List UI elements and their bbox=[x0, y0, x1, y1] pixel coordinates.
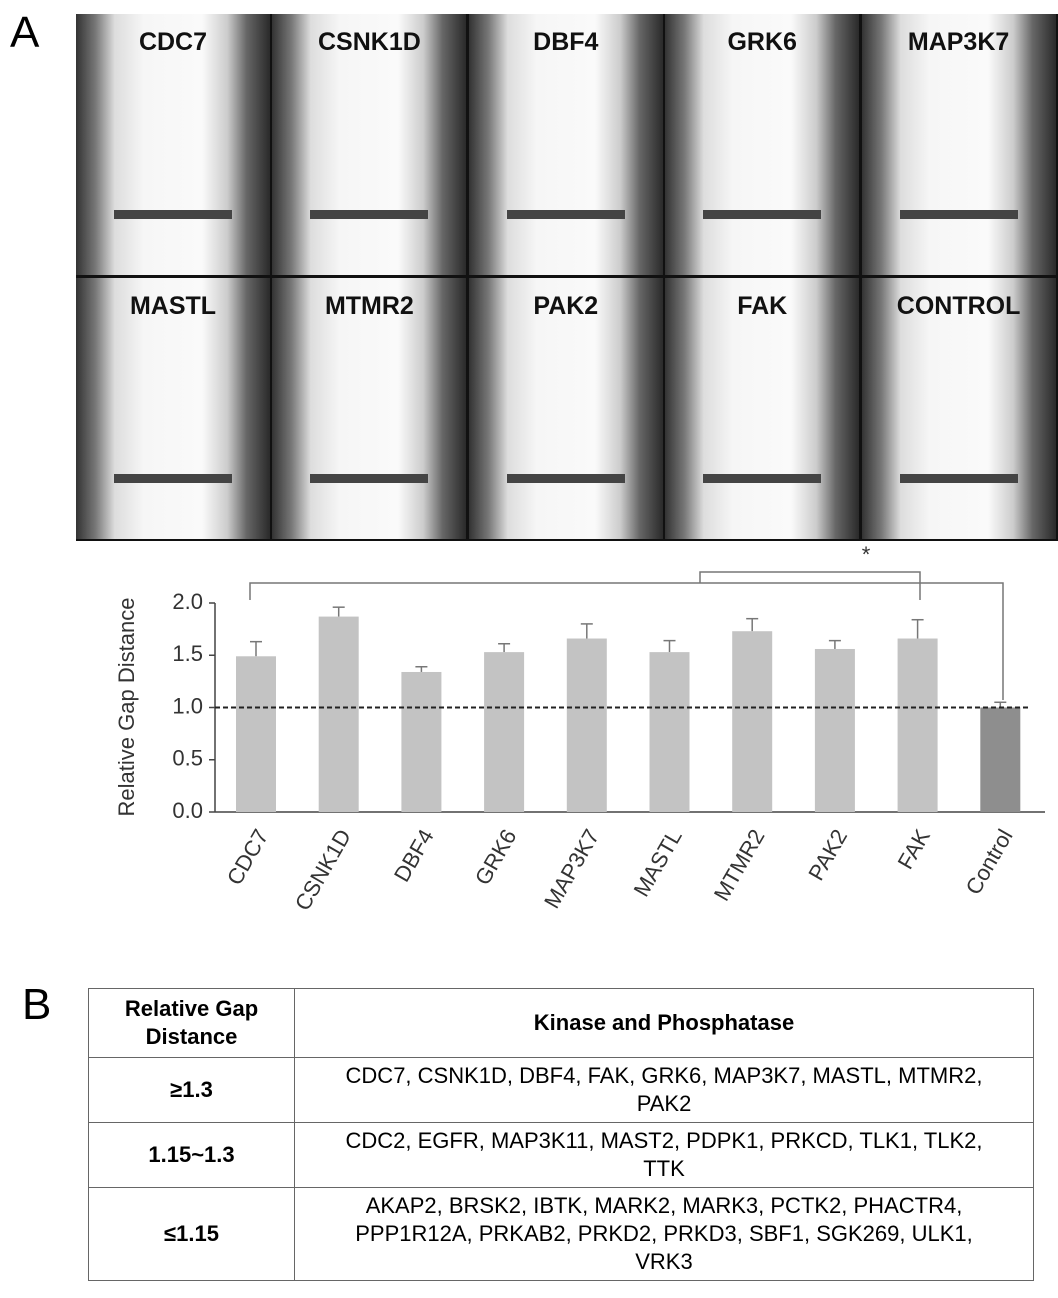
table-cell: 1.15~1.3 bbox=[89, 1123, 295, 1188]
x-tick-label: GRK6 bbox=[470, 825, 522, 889]
header-cell: Relative Gap Distance bbox=[89, 989, 295, 1058]
table-cell: CDC2, EGFR, MAP3K11, MAST2, PDPK1, PRKCD… bbox=[295, 1123, 1034, 1188]
table-cell: AKAP2, BRSK2, IBTK, MARK2, MARK3, PCTK2,… bbox=[295, 1188, 1034, 1281]
bar bbox=[898, 639, 938, 812]
table-cell: CDC7, CSNK1D, DBF4, FAK, GRK6, MAP3K7, M… bbox=[295, 1058, 1034, 1123]
x-tick-label: MTMR2 bbox=[709, 825, 770, 905]
y-tick-label: 2.0 bbox=[172, 589, 203, 614]
bar bbox=[319, 617, 359, 812]
y-axis-label: Relative Gap Distance bbox=[114, 598, 139, 817]
annotation: * bbox=[862, 542, 871, 567]
bar bbox=[567, 639, 607, 812]
x-tick-label: PAK2 bbox=[803, 825, 852, 885]
bar bbox=[980, 708, 1020, 813]
bar bbox=[236, 656, 276, 812]
x-tick-label: MAP3K7 bbox=[539, 825, 604, 913]
bar bbox=[484, 652, 524, 812]
x-tick-label: CSNK1D bbox=[290, 825, 356, 915]
y-tick-label: 1.0 bbox=[172, 693, 203, 718]
table-cell: ≥1.3 bbox=[89, 1058, 295, 1123]
table-cell: ≤1.15 bbox=[89, 1188, 295, 1281]
chart: Relative Gap Distance * 0.0 0.5 1.0 1.5 2.0 C… bbox=[0, 0, 1058, 990]
bar bbox=[401, 672, 441, 812]
figure: A CDC7CSNK1DDBF4GRK6MAP3K7MASTLMTMR2PAK2… bbox=[0, 0, 1058, 1298]
x-tick-label: MASTL bbox=[629, 825, 687, 901]
bar bbox=[650, 652, 690, 812]
x-tick-label: CDC7 bbox=[222, 825, 274, 889]
y-tick-label: 0.5 bbox=[172, 746, 203, 771]
header-cell: Kinase and Phosphatase bbox=[295, 989, 1034, 1058]
panel-label: B bbox=[22, 980, 51, 1030]
y-tick-label: 1.5 bbox=[172, 641, 203, 666]
bar bbox=[732, 631, 772, 812]
x-tick-label: DBF4 bbox=[389, 825, 439, 886]
bar bbox=[815, 649, 855, 812]
y-tick-label: 0.0 bbox=[172, 798, 203, 823]
x-tick-label: FAK bbox=[893, 825, 936, 874]
significance-bracket bbox=[250, 572, 1003, 700]
x-tick-label: Control bbox=[961, 825, 1018, 899]
